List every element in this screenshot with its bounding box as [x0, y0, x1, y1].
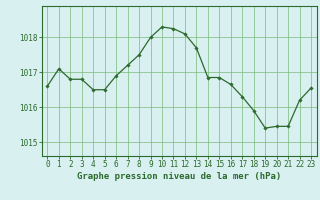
X-axis label: Graphe pression niveau de la mer (hPa): Graphe pression niveau de la mer (hPa)	[77, 172, 281, 181]
